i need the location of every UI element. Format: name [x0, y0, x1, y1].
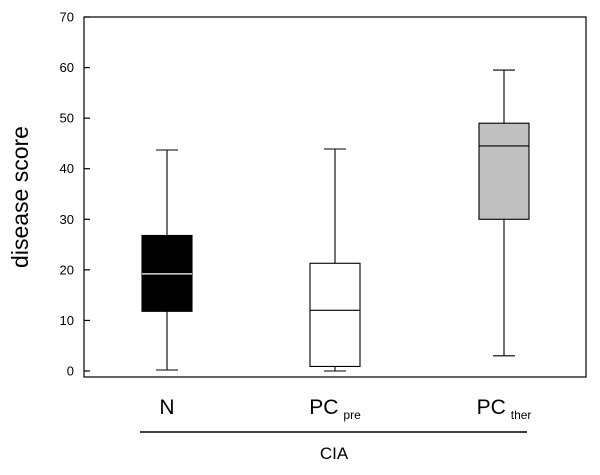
y-tick-label: 50	[60, 111, 74, 126]
x-category-label: PC pre	[309, 396, 361, 422]
box-3	[478, 69, 530, 357]
plot-frame	[83, 16, 587, 378]
y-tick-label: 40	[60, 161, 74, 176]
y-axis: 0 10 20 30 40 50 60 70	[60, 10, 90, 379]
box-series	[141, 69, 530, 372]
x-category-label: N	[159, 396, 174, 419]
y-tick-label: 20	[60, 262, 74, 277]
box-1	[141, 149, 193, 371]
box-iqr	[309, 262, 361, 367]
x-category-subscript: pre	[343, 408, 361, 422]
group-label: CIA	[320, 444, 349, 463]
y-tick-label: 10	[60, 313, 74, 328]
y-tick-label: 30	[60, 212, 74, 227]
box-iqr	[478, 122, 530, 220]
y-axis-label: disease score	[7, 126, 33, 268]
x-category-main: PC	[309, 396, 338, 419]
x-category-main: N	[159, 396, 174, 419]
x-category-main: PC	[477, 396, 506, 419]
x-axis-labels: N PC pre PC ther	[159, 396, 531, 422]
y-tick-label: 60	[60, 60, 74, 75]
x-category-label: PC ther	[477, 396, 532, 422]
y-tick-label: 0	[67, 364, 74, 379]
box-2	[309, 148, 361, 372]
y-tick-label: 70	[60, 10, 74, 25]
x-category-subscript: ther	[511, 408, 532, 422]
